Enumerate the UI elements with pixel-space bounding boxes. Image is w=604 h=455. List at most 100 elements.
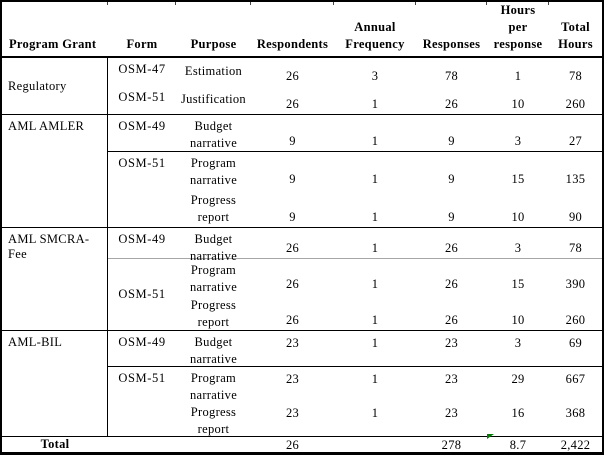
form-cell: OSM-51 (118, 90, 166, 104)
section-regulatory: Regulatory OSM-47 Estimation 26 3 78 1 7… (2, 58, 602, 115)
table-row: Progress report 9 1 9 10 90 (176, 189, 602, 227)
frequency-value: 1 (371, 210, 379, 224)
frequency-value: 1 (371, 277, 379, 291)
table-row: Progress report 26 1 26 10 260 (176, 294, 602, 330)
total-hours-value: 78 (568, 69, 583, 83)
table-row: OSM-47 Estimation 26 3 78 1 78 (108, 58, 602, 86)
table-row-group: OSM-51 Program narrative 26 1 26 15 390 (108, 259, 602, 330)
frequency-value: 3 (371, 69, 379, 83)
responses-value: 9 (448, 210, 455, 224)
purpose-cell: Progress report (176, 189, 251, 226)
grant-label: AML AMLER (8, 119, 85, 133)
column-tick (415, 2, 416, 5)
grant-label: AML-BIL (8, 335, 63, 349)
column-tick (486, 2, 487, 5)
grant-label: Regulatory (8, 78, 67, 93)
column-tick (175, 2, 176, 5)
respondents-value: 26 (285, 277, 300, 291)
header-responses: Responses (416, 2, 487, 56)
table-row: OSM-49 Budget narrative 23 1 23 3 69 (108, 331, 602, 367)
total-hours-value: 260 (565, 313, 586, 327)
total-hours-value: 667 (565, 372, 586, 386)
respondents-value: 9 (289, 172, 296, 186)
purpose-cell: Budget narrative (176, 228, 251, 265)
responses-value: 23 (444, 406, 459, 420)
respondents-value: 23 (285, 336, 300, 350)
responses-value: 26 (444, 97, 459, 111)
table-row: Progress report 23 1 23 16 368 (176, 401, 602, 436)
table-header: Program Grant Form Purpose Respondents A… (2, 2, 602, 58)
section-aml-smcra-fee: AML SMCRA-Fee OSM-49 Budget narrative 26… (2, 228, 602, 331)
total-respondents-value: 26 (285, 437, 300, 452)
responses-value: 9 (448, 172, 455, 186)
grant-cell: AML AMLER (2, 115, 108, 227)
frequency-value: 1 (371, 97, 379, 111)
purpose-line: Estimation (184, 64, 243, 78)
frequency-value: 1 (371, 241, 379, 255)
header-label: Hours (500, 3, 536, 17)
total-row: Total 26 278 8.7 2,422 (2, 437, 602, 452)
total-hours-value: 135 (565, 172, 586, 186)
table-row: OSM-49 Budget narrative 9 1 9 3 27 (108, 115, 602, 152)
grant-cell: AML SMCRA-Fee (2, 228, 108, 330)
respondents-value: 26 (285, 241, 300, 255)
purpose-line: Budget (194, 232, 233, 246)
respondents-value: 26 (285, 69, 300, 83)
column-tick (333, 2, 334, 5)
form-cell: OSM-49 (118, 335, 166, 349)
purpose-line: Progress (190, 193, 237, 207)
respondents-value: 23 (285, 372, 300, 386)
responses-value: 26 (444, 241, 459, 255)
hours-per-response-value: 10 (511, 313, 525, 327)
form-cell: OSM-49 (118, 232, 166, 246)
purpose-cell: Program narrative (176, 152, 251, 189)
header-label: Form (126, 37, 158, 51)
form-cell: OSM-47 (118, 62, 166, 76)
header-form: Form (108, 2, 176, 56)
purpose-line: report (197, 422, 230, 436)
total-hours-value: 78 (568, 241, 583, 255)
purpose-cell: Progress report (176, 401, 251, 438)
header-annual-frequency: Annual Frequency (334, 2, 416, 56)
frequency-value: 1 (371, 372, 379, 386)
responses-value: 9 (448, 134, 455, 148)
total-hours-value: 260 (565, 97, 586, 111)
total-responses-value: 278 (441, 437, 462, 452)
hours-per-response-value: 15 (511, 172, 525, 186)
table-row: Program narrative 23 1 23 29 667 (176, 367, 602, 402)
comment-flag-icon (487, 434, 494, 439)
respondents-value: 26 (285, 313, 300, 327)
header-label: Respondents (256, 37, 329, 51)
purpose-cell: Budget narrative (176, 331, 251, 368)
purpose-line: report (197, 210, 230, 224)
purpose-cell: Estimation (176, 58, 251, 80)
purpose-line: Program (190, 263, 237, 277)
total-hours-value: 368 (565, 406, 586, 420)
purpose-line: Progress (190, 405, 237, 419)
total-label: Total (40, 437, 70, 451)
table-row: Program narrative 9 1 9 15 135 (176, 152, 602, 189)
responses-value: 23 (444, 336, 459, 350)
purpose-line: Program (190, 371, 237, 385)
responses-value: 78 (444, 69, 459, 83)
purpose-line: Progress (190, 298, 237, 312)
hours-per-response-value: 3 (514, 134, 522, 148)
hours-per-response-value: 15 (511, 277, 525, 291)
respondents-value: 23 (285, 406, 300, 420)
form-cell: OSM-51 (118, 287, 166, 301)
form-cell: OSM-51 (118, 156, 166, 170)
purpose-line: narrative (189, 388, 238, 402)
responses-value: 23 (444, 372, 459, 386)
total-hours-value: 27 (568, 134, 583, 148)
purpose-line: narrative (189, 173, 238, 187)
total-hours-per-response-value: 8.7 (509, 437, 527, 452)
respondents-value: 9 (289, 210, 296, 224)
frequency-value: 1 (371, 172, 379, 186)
table-row-group: OSM-51 Program narrative 23 1 23 29 667 (108, 367, 602, 436)
purpose-cell: Program narrative (176, 259, 251, 296)
grant-cell: Regulatory (2, 58, 108, 114)
purpose-line: Budget (194, 119, 233, 133)
frequency-value: 1 (371, 406, 379, 420)
header-label: Frequency (345, 37, 405, 51)
